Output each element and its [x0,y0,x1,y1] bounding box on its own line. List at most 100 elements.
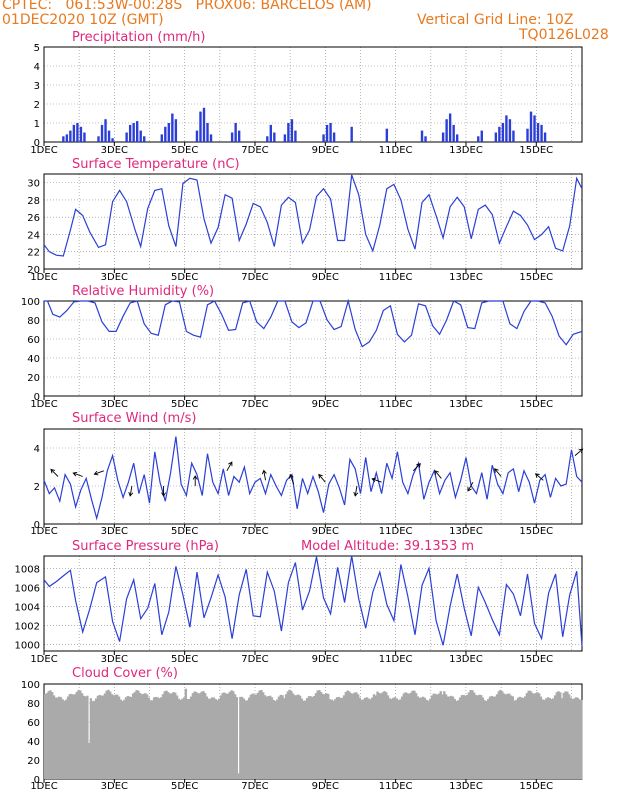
x-tick-label: 15DEC [519,526,553,537]
precip-bar [132,123,135,142]
cloud-bar [181,698,184,779]
cloud-bar [460,695,464,779]
cloud-bar [472,692,476,779]
cloud-bar [293,695,297,779]
cloud-bar [89,698,93,779]
wind-arrow [50,469,59,477]
x-tick-label: 7DEC [241,526,268,537]
cloud-bar [406,693,409,779]
cloud-bar [402,693,406,779]
precip-bar [79,126,83,142]
panel-annotation: Model Altitude: 39.1353 m [301,539,474,554]
cloud-bar [525,693,529,779]
y-tick-label: 20 [27,756,40,767]
cloud-bar [274,701,277,779]
cloud-bar [330,699,333,779]
cloud-bar [569,697,573,779]
x-tick-label: 13DEC [449,526,483,537]
wind-arrow [318,474,326,483]
cloud-bar [221,692,224,779]
cloud-bar [235,697,238,779]
cloud-bar [170,693,173,779]
cloud-bar [246,700,249,779]
precip-bar [164,126,167,142]
panel-frame [43,300,583,397]
y-tick-label: 2 [34,100,40,111]
cloud-bar [320,692,323,779]
header-date: 01DEC2020 10Z (GMT) [2,12,164,28]
panel-frame [43,555,583,652]
cloud-bar [158,698,161,779]
cloud-bar [425,699,428,779]
cloud-bar [80,693,84,779]
series-line [43,174,583,257]
wind-arrow-head [93,470,99,476]
cloud-bar [499,689,502,779]
cloud-bar [119,699,122,779]
cloud-bar [495,694,499,779]
precip-bar [325,124,329,142]
precip-bar [65,134,69,142]
cloud-bar [574,697,578,779]
cloud-bar [138,692,142,779]
cloud-bar [105,690,108,779]
cloud-bar [578,699,581,779]
precip-bar [230,132,234,142]
cloud-bar [135,690,138,779]
precip-bar [76,123,79,142]
cloud-bar [469,690,472,779]
precip-bar [536,123,540,142]
y-tick-label: 0 [34,138,40,149]
cloud-bar [45,693,49,779]
x-tick-label: 1DEC [30,781,57,792]
cloud-bar [68,694,71,779]
precip-bar [104,119,107,142]
cloud-bar [420,697,423,779]
cloud-bar [487,699,490,779]
cloud-bar [87,742,91,779]
cloud-bar [207,698,210,779]
cloud-bar [332,700,335,779]
x-tick-label: 9DEC [312,781,339,792]
x-tick-label: 9DEC [312,399,339,410]
precip-bar [266,136,269,142]
precip-bar [125,132,128,142]
cloud-bar [497,691,500,779]
precip-bar [62,136,65,142]
wind-arrow [467,481,474,492]
cloud-bar [369,699,372,779]
panel-title: Precipitation (mm/h) [72,30,205,45]
cloud-bar [325,693,328,779]
cloud-bar [272,699,275,779]
wind-arrow-head [534,473,540,478]
cloud-bar [295,695,298,779]
precip-bar [206,123,209,142]
cloud-bar [123,699,126,779]
cloud-bar [112,695,115,779]
cloud-bar [130,696,133,779]
cloud-bar [54,697,57,779]
wind-arrow [372,478,382,483]
cloud-bar [416,696,420,779]
y-tick-label: 22 [27,248,40,259]
header-code: TQ0126L028 [519,27,609,43]
cloud-bar [457,700,460,779]
x-tick-label: 7DEC [241,272,268,283]
cloud-bar [102,695,105,779]
precip-bar [512,130,515,142]
y-tick-label: 1006 [15,583,40,594]
cloud-bar [86,695,89,779]
x-tick-label: 9DEC [312,145,339,156]
precip-bar [385,128,389,142]
cloud-bar [564,691,567,779]
y-tick-label: 1000 [15,640,40,651]
cloud-bar [576,697,580,779]
cloud-bar [59,697,63,779]
cloud-bar [436,694,439,779]
panel-frame [43,46,583,143]
cloud-bar [567,694,571,779]
cloud-bar [244,700,247,779]
wind-arrow-head [416,463,421,468]
x-tick-label: 3DEC [101,145,128,156]
